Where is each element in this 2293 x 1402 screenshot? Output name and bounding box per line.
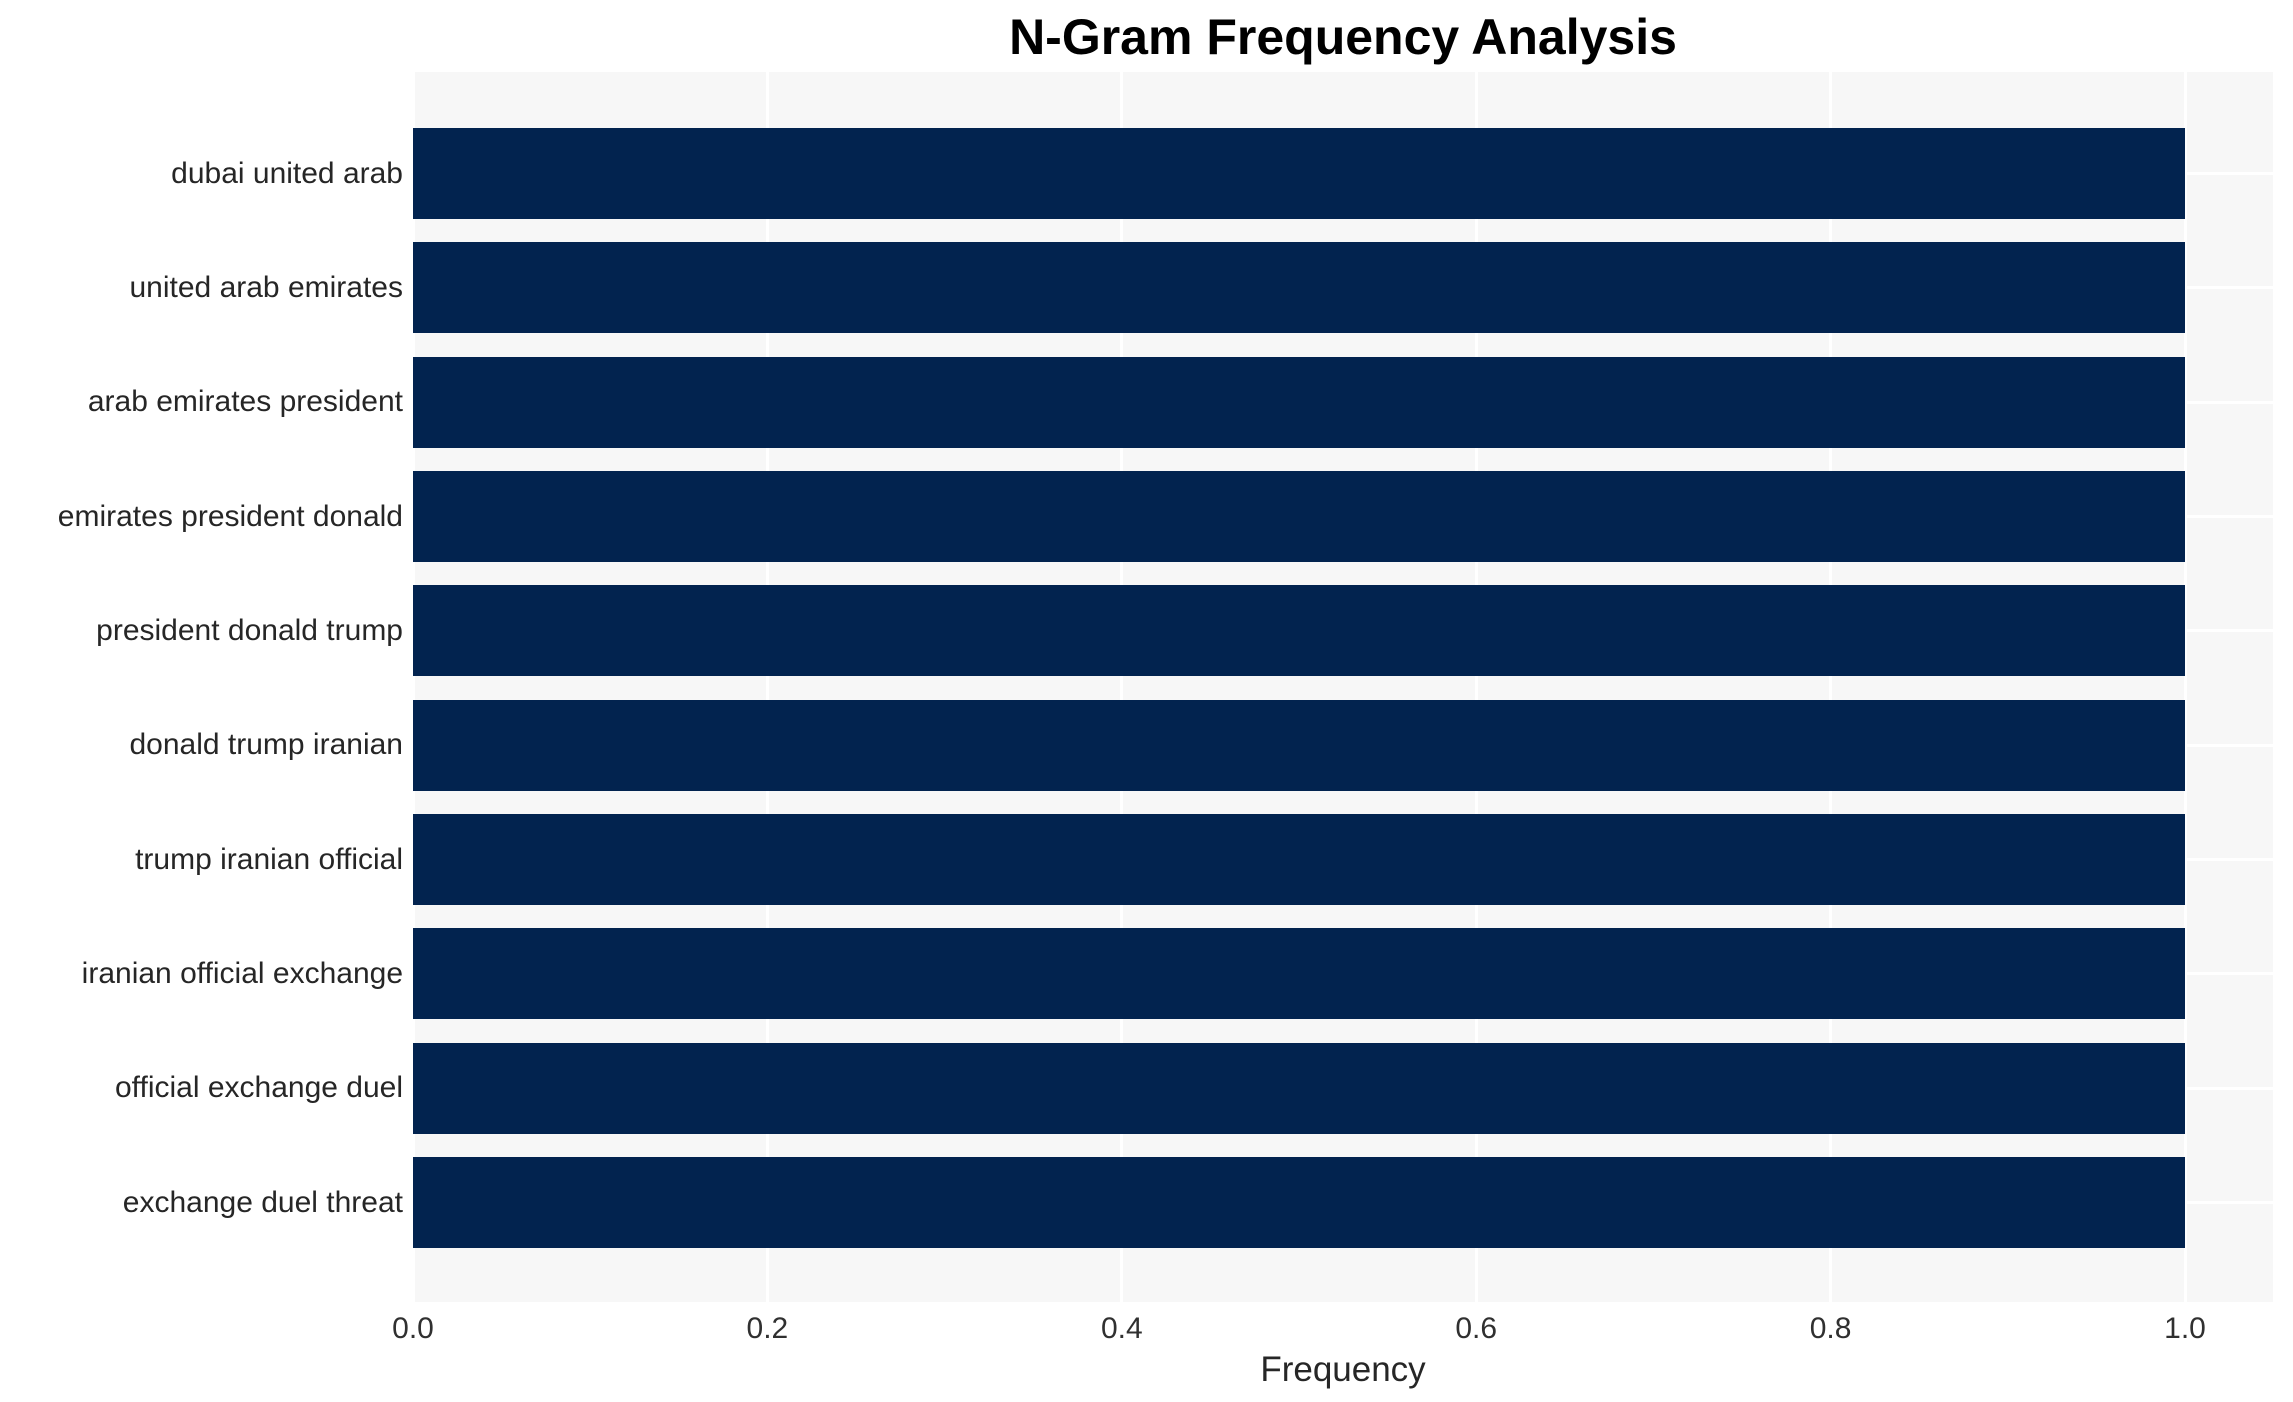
bar bbox=[413, 356, 2185, 448]
x-gridline bbox=[411, 72, 415, 1302]
y-tick-label: exchange duel threat bbox=[122, 1185, 403, 1219]
bar bbox=[413, 585, 2185, 677]
bar bbox=[413, 928, 2185, 1020]
x-tick-label: 0.4 bbox=[1100, 1312, 1143, 1345]
bar bbox=[413, 128, 2185, 219]
plot-area bbox=[411, 72, 2273, 1302]
x-axis-label: Frequency bbox=[1260, 1350, 1426, 1389]
y-tick-label: official exchange duel bbox=[115, 1071, 403, 1105]
x-gridline bbox=[765, 72, 769, 1302]
y-tick-label: president donald trump bbox=[96, 613, 403, 647]
x-tick-label: 0.2 bbox=[746, 1312, 789, 1345]
y-tick-label: donald trump iranian bbox=[129, 728, 403, 762]
bar bbox=[413, 699, 2185, 791]
x-gridline bbox=[2183, 72, 2187, 1302]
x-tick-label: 0.8 bbox=[1809, 1312, 1852, 1345]
x-tick-label: 0.0 bbox=[392, 1312, 434, 1345]
y-tick-label: trump iranian official bbox=[135, 842, 403, 876]
y-tick-label: emirates president donald bbox=[57, 499, 403, 533]
bar bbox=[413, 1042, 2185, 1134]
x-tick-label: 1.0 bbox=[2164, 1312, 2206, 1345]
bar bbox=[413, 814, 2185, 906]
bar bbox=[413, 242, 2185, 334]
y-tick-label: arab emirates president bbox=[87, 385, 403, 419]
chart-title: N-Gram Frequency Analysis bbox=[1009, 9, 1677, 65]
x-tick-label: 0.6 bbox=[1455, 1312, 1498, 1345]
y-tick-label: united arab emirates bbox=[129, 270, 404, 304]
y-tick-label: dubai united arab bbox=[171, 156, 403, 190]
bar bbox=[413, 1157, 2185, 1249]
x-gridline bbox=[1120, 72, 1124, 1302]
x-gridline bbox=[1829, 72, 1833, 1302]
y-tick-label: iranian official exchange bbox=[81, 956, 403, 990]
bar bbox=[413, 471, 2185, 563]
x-gridline bbox=[1474, 72, 1478, 1302]
